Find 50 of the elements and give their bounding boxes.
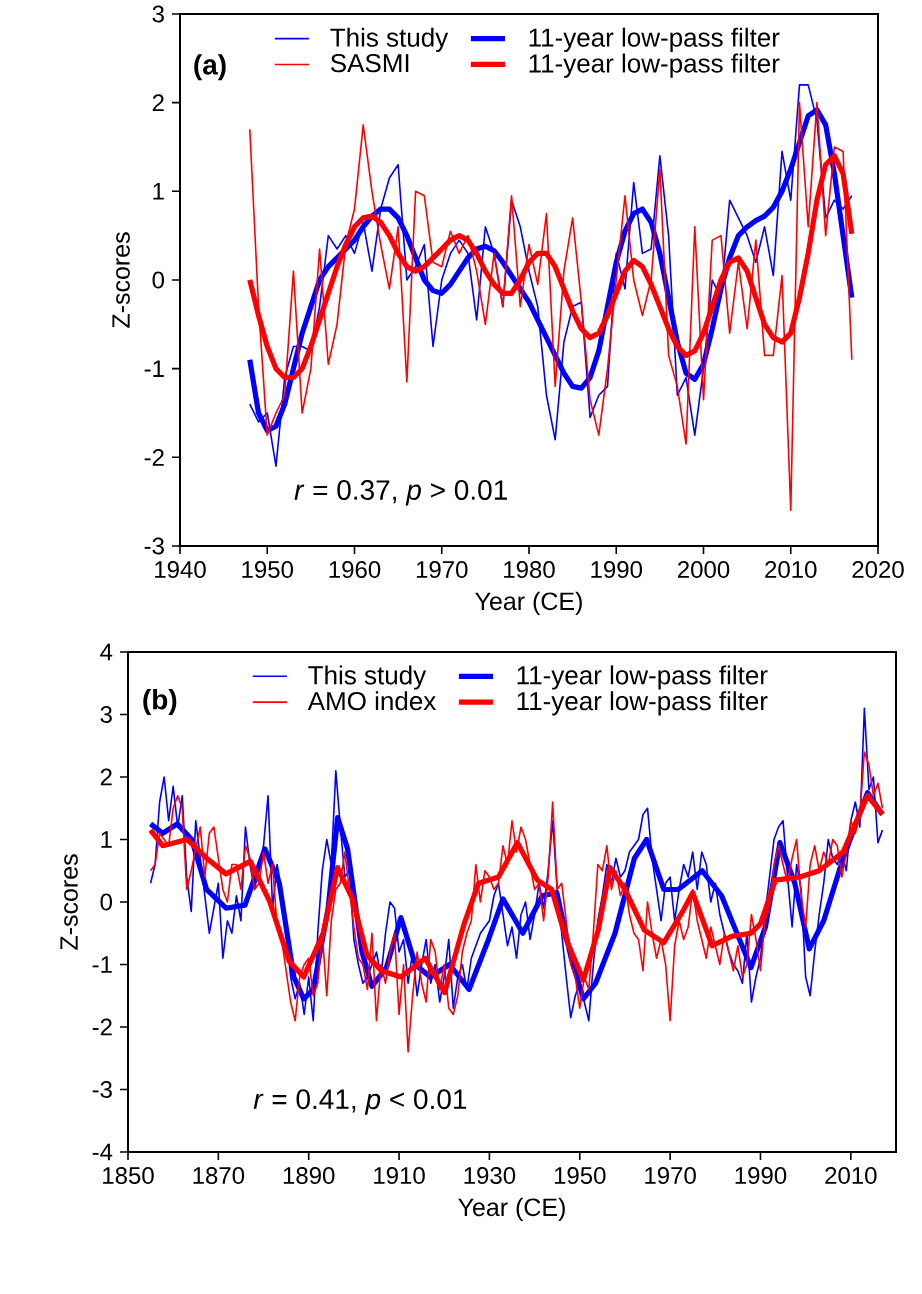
y-tick-label: 0	[152, 271, 165, 289]
annotation: r = 0.41, p < 0.01	[253, 1089, 467, 1115]
x-tick-label: 1890	[283, 1167, 335, 1185]
x-tick-label: 1990	[735, 1167, 787, 1185]
y-tick-label: -2	[92, 1018, 112, 1036]
y-tick-label: 3	[100, 706, 112, 723]
y-tick-label: 1	[153, 183, 164, 200]
annotation: (b)	[143, 688, 177, 716]
legend-label: This study	[308, 665, 427, 690]
x-tick-label: 1960	[329, 561, 381, 579]
x-tick-label: 1850	[103, 1167, 154, 1185]
x-tick-label: 1950	[242, 561, 294, 579]
x-tick-label: 2000	[678, 561, 730, 579]
x-tick-label: 2010	[765, 561, 817, 579]
x-tick-label: 1870	[193, 1167, 245, 1185]
y-tick-label: 2	[152, 94, 164, 112]
x-tick-label: 1970	[645, 1167, 696, 1185]
legend-label: 11-year low-pass filter	[517, 691, 768, 716]
x-tick-label: 1970	[416, 561, 468, 579]
x-axis-title: Year (CE)	[458, 1197, 565, 1222]
y-tick-label: 0	[100, 893, 112, 911]
y-axis-title: Z-scores	[60, 854, 78, 950]
x-tick-label: 1910	[374, 1167, 425, 1185]
y-tick-label: -3	[144, 537, 164, 555]
y-tick-label: -1	[92, 956, 112, 973]
x-tick-label: 1940	[155, 561, 206, 579]
y-axis-title: Z-scores	[112, 232, 130, 328]
x-tick-label: 1950	[554, 1167, 606, 1185]
x-tick-label: 1990	[591, 561, 643, 579]
legend-label: 11-year low-pass filter	[517, 665, 768, 690]
x-tick-label: 2010	[825, 1167, 877, 1185]
y-tick-label: 2	[100, 768, 112, 786]
y-tick-label: 1	[101, 831, 112, 848]
y-tick-label: -2	[144, 448, 164, 466]
y-tick-label: 3	[152, 5, 164, 23]
annotation: r = 0.37, p > 0.01	[294, 480, 507, 506]
y-tick-label: -4	[92, 1143, 113, 1161]
annotation: (a)	[194, 54, 226, 81]
x-tick-label: 1930	[464, 1167, 516, 1185]
legend-label: 11-year low-pass filter	[529, 27, 780, 52]
legend-label: AMO index	[307, 691, 437, 711]
x-axis-title: Year (CE)	[475, 591, 582, 616]
x-tick-label: 1980	[504, 561, 555, 579]
x-tick-label: 2020	[852, 561, 904, 579]
legend-label: This study	[330, 27, 449, 52]
legend-label: SASMI	[330, 53, 409, 73]
y-tick-label: 4	[100, 643, 113, 661]
legend-label: 11-year low-pass filter	[529, 53, 780, 78]
y-tick-label: -3	[92, 1081, 112, 1098]
y-tick-label: -1	[144, 360, 164, 377]
